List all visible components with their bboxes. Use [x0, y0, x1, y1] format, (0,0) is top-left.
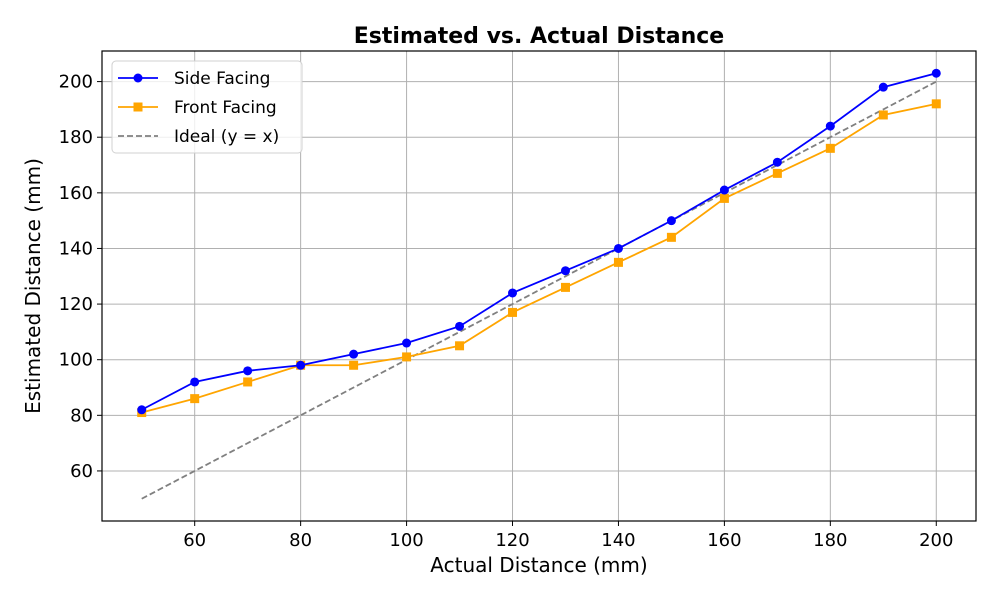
legend-marker [133, 102, 143, 112]
data-point [613, 243, 623, 253]
data-point [243, 377, 253, 387]
series-layer [137, 68, 941, 500]
data-point [719, 185, 729, 195]
x-tick-label: 80 [289, 530, 312, 551]
y-tick-label: 160 [59, 183, 93, 204]
data-point [719, 193, 729, 203]
y-axis-label: Estimated Distance (mm) [21, 158, 45, 414]
x-tick-label: 160 [707, 530, 741, 551]
series-ideal-y-x [141, 80, 937, 500]
data-point [666, 232, 676, 242]
y-tick-label: 200 [59, 72, 93, 93]
data-point [243, 366, 253, 376]
data-point [772, 157, 782, 167]
data-point [296, 360, 306, 370]
series-line [141, 80, 937, 500]
x-tick-label: 60 [183, 530, 206, 551]
data-point [349, 360, 359, 370]
data-point [190, 377, 200, 387]
data-point [402, 338, 412, 348]
x-tick-label: 200 [919, 530, 953, 551]
data-point [825, 121, 835, 131]
x-tick-label: 120 [495, 530, 529, 551]
data-point [825, 143, 835, 153]
y-tick-label: 80 [70, 405, 93, 426]
data-point [508, 307, 518, 317]
y-tick-label: 100 [59, 350, 93, 371]
data-point [666, 216, 676, 226]
x-axis-label: Actual Distance (mm) [430, 553, 647, 577]
y-tick-label: 180 [59, 127, 93, 148]
data-point [931, 99, 941, 109]
legend-label: Side Facing [174, 69, 270, 89]
data-point [772, 168, 782, 178]
data-point [402, 352, 412, 362]
legend: Side Facing Front Facing Ideal (y = x) [111, 60, 303, 154]
x-tick-label: 100 [389, 530, 423, 551]
data-point [878, 110, 888, 120]
data-point [349, 349, 359, 359]
series-line [141, 102, 937, 414]
data-point [455, 321, 465, 331]
y-tick-label: 120 [59, 294, 93, 315]
legend-marker [133, 73, 143, 83]
data-point [878, 82, 888, 92]
legend-label: Ideal (y = x) [174, 127, 279, 147]
series-line [141, 72, 937, 411]
data-point [613, 257, 623, 267]
y-tick-label: 140 [59, 238, 93, 259]
series-side-facing [137, 68, 941, 415]
data-point [560, 266, 570, 276]
data-point [560, 282, 570, 292]
grid [102, 51, 976, 521]
legend-label: Front Facing [174, 98, 277, 118]
plot-frame [101, 50, 977, 522]
legend-box [111, 60, 303, 154]
data-point [455, 341, 465, 351]
data-point [931, 68, 941, 78]
y-tick-label: 60 [70, 461, 93, 482]
series-front-facing [137, 99, 941, 418]
x-tick-label: 180 [813, 530, 847, 551]
chart-title: Estimated vs. Actual Distance [354, 24, 724, 49]
ticks: 60 80 100 120 140 160 180 200 60 80 100 120 140 160 18… [59, 72, 954, 551]
data-point [190, 394, 200, 404]
data-point [508, 288, 518, 298]
data-point [137, 405, 147, 415]
x-tick-label: 140 [601, 530, 635, 551]
